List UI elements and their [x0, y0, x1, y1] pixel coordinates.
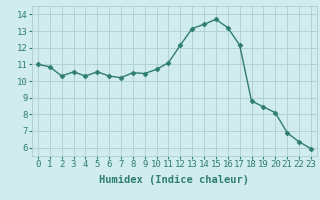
X-axis label: Humidex (Indice chaleur): Humidex (Indice chaleur)	[100, 175, 249, 185]
